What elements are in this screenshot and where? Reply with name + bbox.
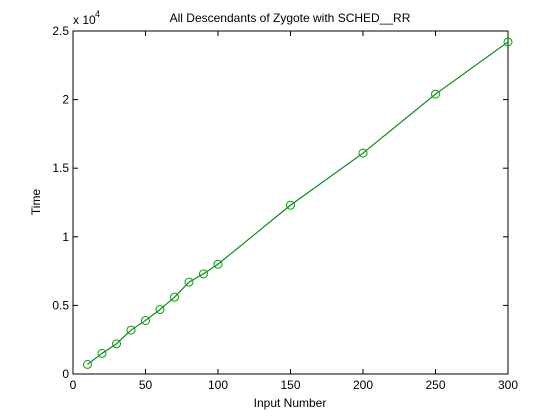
y-tick-label: 2.5: [52, 24, 69, 38]
data-point: [112, 339, 121, 349]
y-tick-label: 1: [62, 230, 69, 244]
data-point: [97, 348, 107, 358]
y-exponent-label: x 10: [73, 13, 96, 27]
x-tick-label: 200: [353, 378, 373, 392]
y-axis-label: Time: [29, 189, 43, 216]
y-tick-label: 0.5: [52, 298, 69, 312]
x-tick-label: 300: [498, 378, 518, 392]
data-point: [431, 89, 440, 99]
data-point: [141, 315, 150, 325]
series-line-2: [87, 41, 509, 365]
data-point: [503, 37, 513, 47]
y-exponent-power: 4: [95, 9, 100, 19]
series-markers: [83, 37, 513, 369]
data-point: [155, 305, 165, 315]
y-tick-label: 1.5: [52, 161, 69, 175]
data-point: [213, 259, 223, 269]
data-point: [358, 148, 368, 158]
series-lines: [87, 41, 509, 365]
x-axis-ticks: 0 50 100 150 200 250 300: [70, 31, 518, 392]
y-tick-label: 0: [62, 367, 69, 381]
plot-area: [72, 30, 509, 375]
x-tick-label: 50: [139, 378, 153, 392]
data-point: [83, 359, 92, 369]
x-tick-label: 100: [208, 378, 228, 392]
x-tick-label: 250: [425, 378, 445, 392]
data-point: [170, 292, 179, 302]
y-tick-label: 2: [62, 93, 69, 107]
data-point: [199, 269, 208, 279]
y-axis-ticks: 0 0.5 1 1.5 2 2.5: [52, 24, 508, 381]
data-point: [184, 277, 194, 287]
chart-title: All Descendants of Zygote with SCHED__RR: [170, 11, 411, 25]
x-axis-label: Input Number: [254, 396, 327, 410]
data-point: [126, 325, 136, 335]
x-tick-label: 150: [280, 378, 300, 392]
data-point: [286, 200, 295, 210]
x-tick-label: 0: [70, 378, 77, 392]
